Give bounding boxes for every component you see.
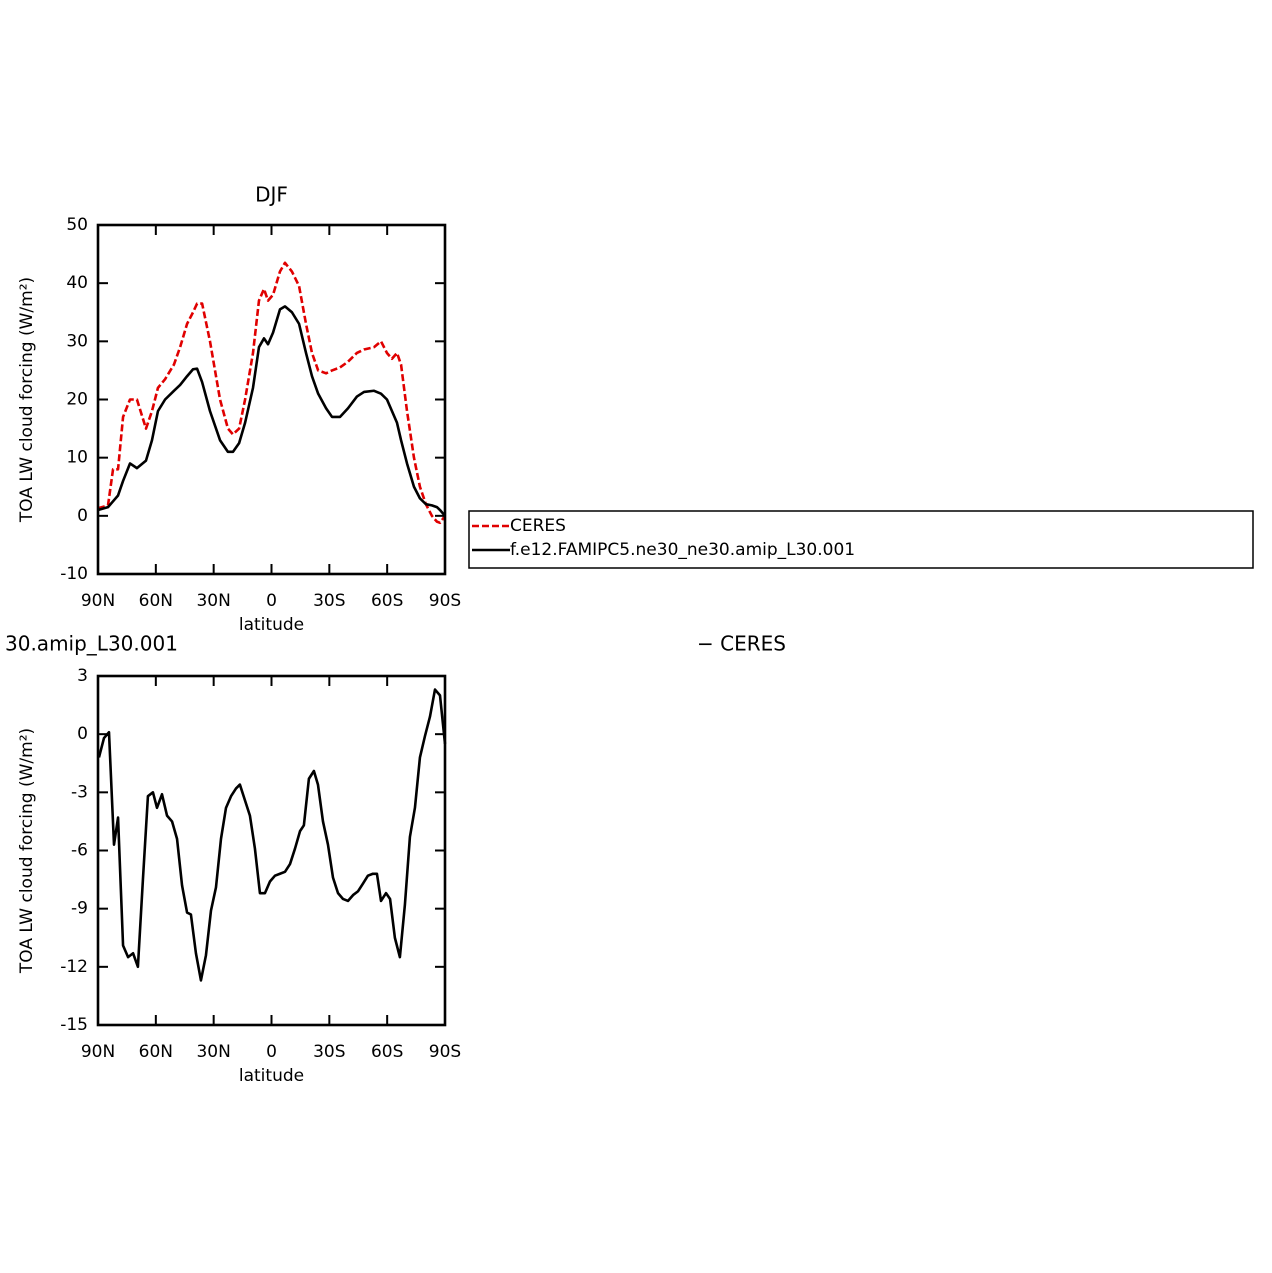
x-tick-label: 60N (139, 1042, 173, 1062)
x-tick-label: 60N (139, 591, 173, 611)
x-tick-label: 30S (313, 1042, 345, 1062)
legend-label: CERES (510, 516, 566, 536)
x-tick-label: 60S (371, 591, 403, 611)
plot-frame (96, 223, 447, 576)
data-line (97, 305, 446, 517)
y-axis-label: TOA LW cloud forcing (W/m²) (17, 277, 37, 523)
legend-label: f.e12.FAMIPC5.ne30_ne30.amip_L30.001 (510, 540, 855, 560)
y-tick-label: -15 (60, 1015, 88, 1035)
data-line (97, 261, 447, 525)
y-tick-label: 10 (66, 448, 88, 468)
y-tick-label: -10 (60, 564, 88, 584)
y-tick-label: 0 (77, 506, 88, 526)
x-tick-label: 90N (81, 591, 115, 611)
y-tick-label: 50 (66, 215, 88, 235)
y-axis-label: TOA LW cloud forcing (W/m²) (17, 728, 37, 974)
y-tick-label: -3 (71, 782, 88, 802)
x-axis-label: latitude (239, 615, 304, 635)
x-tick-label: 60S (371, 1042, 403, 1062)
x-tick-label: 30N (196, 591, 230, 611)
x-tick-label: 30S (313, 591, 345, 611)
x-tick-label: 0 (266, 1042, 277, 1062)
y-tick-label: 20 (66, 390, 88, 410)
chart-title-left: 30.amip_L30.001 (5, 632, 178, 656)
data-line (97, 688, 447, 982)
x-tick-label: 90N (81, 1042, 115, 1062)
y-tick-label: -12 (60, 957, 88, 977)
x-tick-label: 0 (266, 591, 277, 611)
y-tick-label: 40 (66, 273, 88, 293)
chart-title-right: − CERES (697, 632, 786, 656)
legend-box (468, 510, 1254, 569)
x-axis-label: latitude (239, 1066, 304, 1086)
chart-title: DJF (255, 183, 288, 207)
y-tick-label: 0 (77, 724, 88, 744)
y-tick-label: -9 (71, 899, 88, 919)
y-tick-label: -6 (71, 841, 88, 861)
plot-frame (96, 674, 447, 1027)
y-tick-label: 30 (66, 331, 88, 351)
x-tick-label: 90S (429, 591, 461, 611)
x-tick-label: 90S (429, 1042, 461, 1062)
y-tick-label: 3 (77, 666, 88, 686)
x-tick-label: 30N (196, 1042, 230, 1062)
